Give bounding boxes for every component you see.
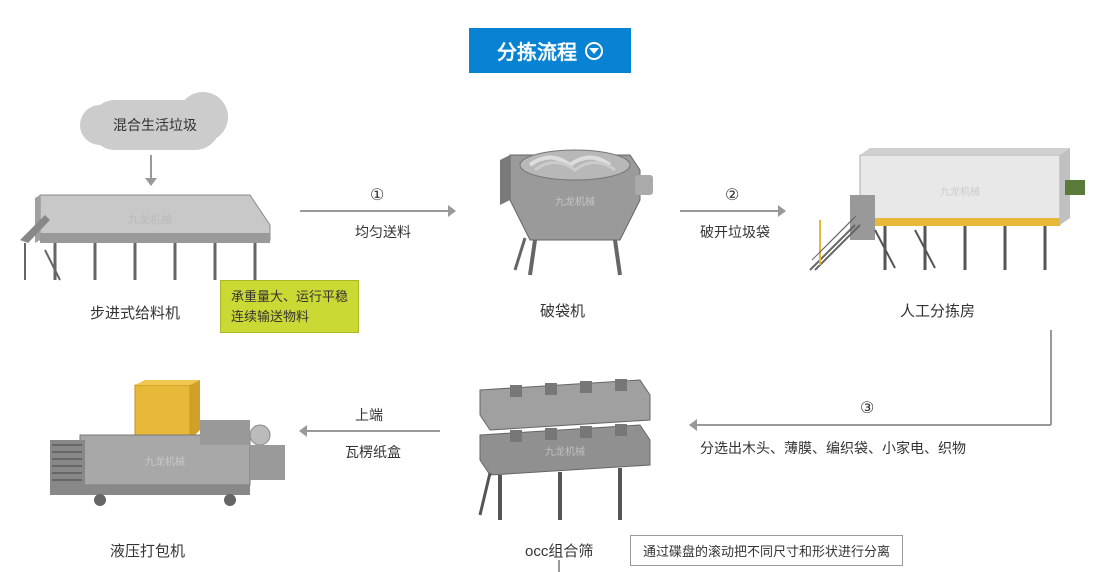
- arrow-right-icon: [300, 210, 455, 212]
- occ-desc-box: 通过碟盘的滚动把不同尺寸和形状进行分离: [630, 535, 903, 566]
- arrow-right-icon: [680, 210, 785, 212]
- yellow-line2: 连续输送物料: [231, 307, 348, 327]
- svg-text:九龙机械: 九龙机械: [555, 195, 595, 208]
- title-badge: 分拣流程: [469, 28, 631, 73]
- machine-bag-breaker: 九龙机械: [480, 130, 660, 280]
- input-cloud: 混合生活垃圾: [90, 100, 220, 150]
- arrow-left-icon: [690, 424, 1051, 426]
- machine-baler-label: 液压打包机: [110, 540, 185, 561]
- svg-text:九龙机械: 九龙机械: [940, 185, 980, 198]
- step2-text: 破开垃圾袋: [700, 222, 770, 242]
- step3-num: ③: [860, 398, 874, 418]
- step1-num: ①: [370, 185, 384, 205]
- svg-text:九龙机械: 九龙机械: [145, 455, 185, 468]
- arrow-down-icon: [150, 155, 152, 185]
- machine-sorting-room-label: 人工分拣房: [900, 300, 975, 321]
- chevron-down-icon: [585, 42, 603, 60]
- step3-text: 分选出木头、薄膜、编织袋、小家电、织物: [700, 438, 966, 458]
- machine-bag-breaker-label: 破袋机: [540, 300, 585, 321]
- step4-top: 上端: [355, 405, 383, 425]
- step1-text: 均匀送料: [355, 222, 411, 242]
- title-text: 分拣流程: [497, 36, 577, 65]
- svg-text:九龙机械: 九龙机械: [128, 212, 172, 226]
- input-cloud-text: 混合生活垃圾: [113, 115, 197, 135]
- machine-baler: 九龙机械: [40, 380, 290, 520]
- machine-feeder-label: 步进式给料机: [90, 302, 180, 323]
- yellow-line1: 承重量大、运行平稳: [231, 287, 348, 307]
- step4-bottom: 瓦楞纸盒: [345, 442, 401, 462]
- arrow-segment: [558, 560, 560, 572]
- step2-num: ②: [725, 185, 739, 205]
- arrow-segment: [1050, 330, 1052, 425]
- machine-feeder: 九龙机械: [20, 185, 290, 285]
- machine-occ-screen: 九龙机械: [450, 370, 670, 530]
- svg-text:九龙机械: 九龙机械: [545, 445, 585, 458]
- machine-sorting-room: 九龙机械: [790, 140, 1090, 280]
- arrow-left-icon: [300, 430, 440, 432]
- machine-occ-screen-label: occ组合筛: [525, 540, 593, 561]
- yellow-callout: 承重量大、运行平稳 连续输送物料: [220, 280, 359, 333]
